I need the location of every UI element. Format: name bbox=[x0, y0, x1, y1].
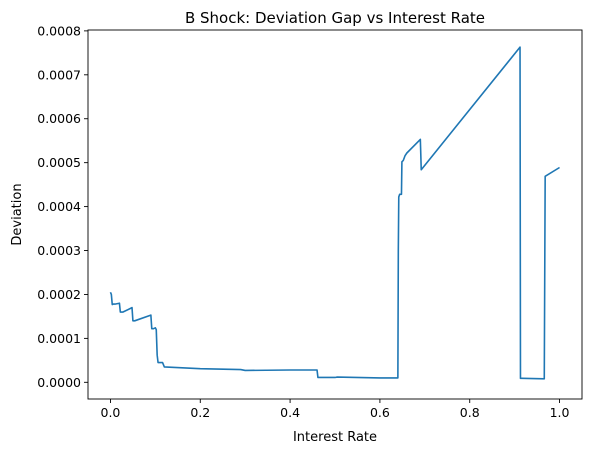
plot-area bbox=[109, 46, 560, 380]
series-line-0 bbox=[109, 46, 560, 380]
x-tick-label: 0.4 bbox=[280, 405, 300, 420]
plot-frame bbox=[87, 29, 583, 400]
y-tick-label: 0.0001 bbox=[37, 331, 81, 346]
x-tick-label: 0.0 bbox=[101, 405, 121, 420]
x-tick-label: 0.8 bbox=[460, 405, 480, 420]
y-tick-label: 0.0004 bbox=[37, 199, 81, 214]
x-tick-label: 1.0 bbox=[550, 405, 570, 420]
x-axis-label: Interest Rate bbox=[293, 430, 377, 445]
y-tick-label: 0.0003 bbox=[37, 243, 81, 258]
y-tick-label: 0.0002 bbox=[37, 287, 81, 302]
y-tick-label: 0.0006 bbox=[37, 111, 81, 126]
y-tick-label: 0.0007 bbox=[37, 67, 81, 82]
y-tick-label: 0.0008 bbox=[37, 23, 81, 38]
x-tick-label: 0.2 bbox=[190, 405, 210, 420]
y-axis-label: Deviation bbox=[10, 183, 25, 245]
chart-title: B Shock: Deviation Gap vs Interest Rate bbox=[185, 9, 485, 27]
y-tick-label: 0.0000 bbox=[37, 375, 81, 390]
x-axis: 0.0 0.2 0.4 0.6 0.8 1.0 bbox=[101, 399, 570, 420]
y-axis: 0.0000 0.0001 0.0002 0.0003 0.0004 0.0005 0.00… bbox=[37, 23, 88, 390]
x-tick-label: 0.6 bbox=[370, 405, 390, 420]
y-tick-label: 0.0005 bbox=[37, 155, 81, 170]
